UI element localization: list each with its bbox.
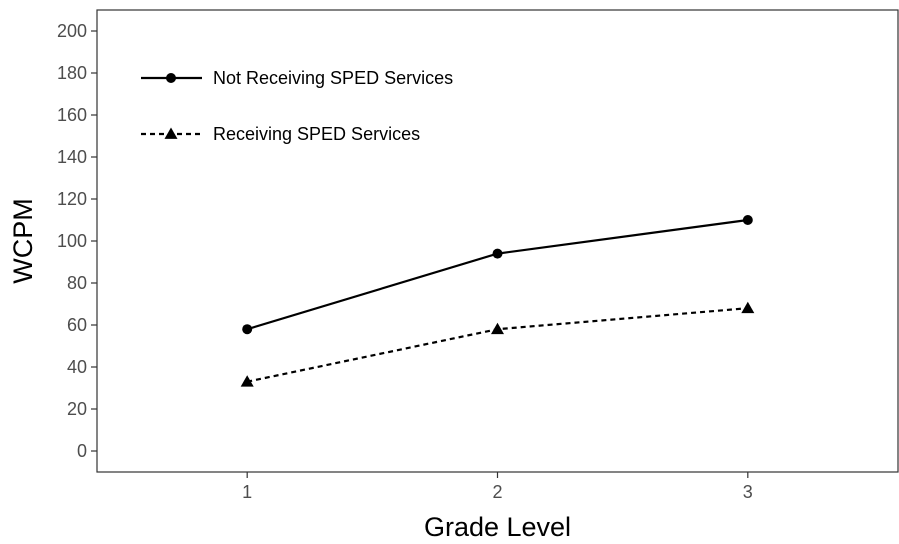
y-tick-label: 40 — [67, 357, 87, 377]
y-tick-label: 100 — [57, 231, 87, 251]
y-axis: 0 20 40 60 80 100 120 140 160 180 200 — [57, 21, 97, 461]
series-line-1 — [246, 218, 748, 331]
y-tick-label: 140 — [57, 147, 87, 167]
x-axis-title: Grade Level — [424, 512, 571, 542]
x-axis: 1 2 3 — [242, 472, 753, 502]
legend-marker — [166, 73, 176, 83]
y-tick-label: 0 — [77, 441, 87, 461]
data-point-2 — [741, 301, 755, 314]
y-tick-label: 20 — [67, 399, 87, 419]
y-tick-label: 60 — [67, 315, 87, 335]
y-tick-label: 120 — [57, 189, 87, 209]
x-tick-label: 2 — [492, 482, 502, 502]
x-tick-label: 3 — [743, 482, 753, 502]
x-tick-label: 1 — [242, 482, 252, 502]
y-tick-label: 80 — [67, 273, 87, 293]
legend-item-1: Not Receiving SPED Services — [141, 68, 453, 88]
y-axis-title: WCPM — [8, 198, 38, 283]
plot-panel-border — [96, 9, 899, 473]
data-point-1 — [742, 215, 753, 225]
data-point-2 — [491, 322, 504, 335]
series-layer — [240, 215, 755, 387]
y-tick-label: 200 — [57, 21, 87, 41]
legend-label: Receiving SPED Services — [213, 124, 420, 144]
legend: Not Receiving SPED Services Receiving SPE… — [141, 68, 453, 144]
data-point-1 — [242, 324, 253, 335]
legend-marker — [164, 127, 178, 139]
legend-label: Not Receiving SPED Services — [213, 68, 453, 88]
y-tick-label: 180 — [57, 63, 87, 83]
data-point-1 — [492, 248, 503, 259]
data-point-2 — [240, 375, 254, 387]
y-tick-label: 160 — [57, 105, 87, 125]
series-line-2 — [246, 307, 748, 383]
legend-item-2: Receiving SPED Services — [141, 124, 420, 144]
